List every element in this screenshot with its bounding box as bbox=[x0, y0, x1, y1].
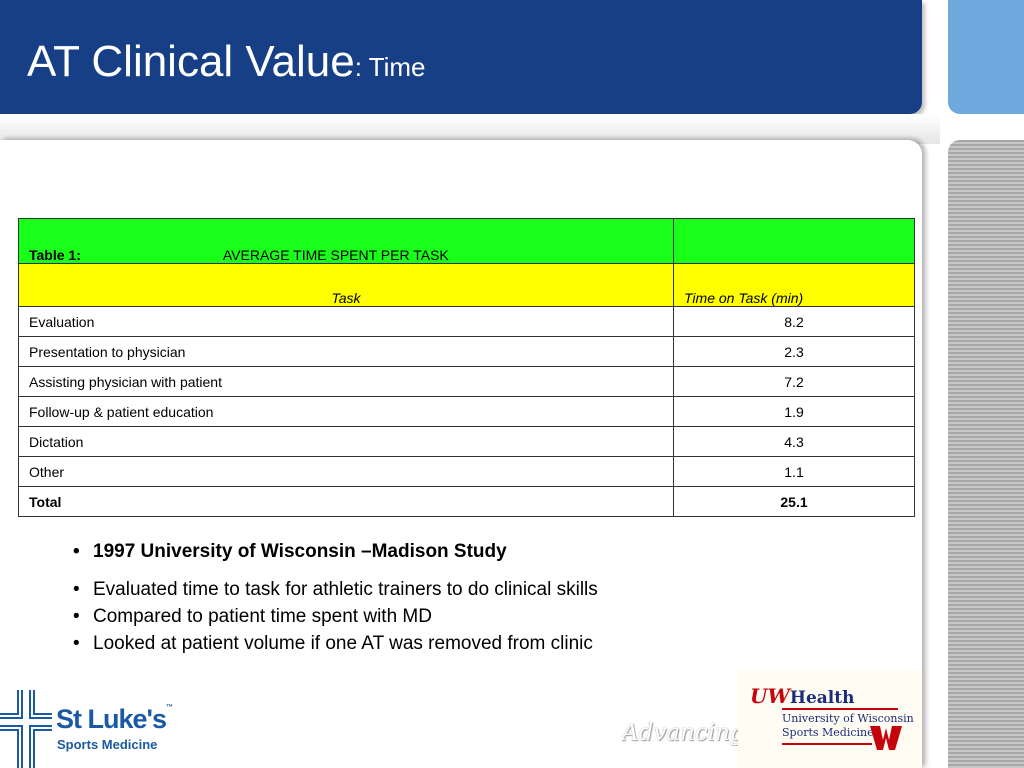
bullet-item: • Compared to patient time spent with MD bbox=[73, 603, 598, 630]
uw-health-text: Health bbox=[789, 688, 855, 708]
time-on-task-table: Table 1: AVERAGE TIME SPENT PER TASK Task… bbox=[18, 218, 915, 517]
cross-icon bbox=[0, 690, 52, 768]
bullet-item: • 1997 University of Wisconsin –Madison S… bbox=[73, 538, 598, 565]
time-cell: 7.2 bbox=[673, 366, 915, 397]
logo-name: St Luke's™ bbox=[56, 704, 173, 735]
column-header-task: Task bbox=[18, 263, 674, 307]
slide-title-sub: : Time bbox=[354, 52, 426, 82]
bullet-text: 1997 University of Wisconsin –Madison St… bbox=[93, 541, 507, 562]
task-cell: Other bbox=[18, 456, 674, 487]
title-bar: AT Clinical Value: Time bbox=[0, 0, 922, 114]
total-label-cell: Total bbox=[18, 486, 674, 517]
task-cell: Dictation bbox=[18, 426, 674, 457]
time-cell: 8.2 bbox=[673, 306, 915, 337]
bullet-icon: • bbox=[73, 633, 80, 654]
bullet-text: Evaluated time to task for athletic trai… bbox=[93, 579, 598, 600]
bullet-text: Looked at patient volume if one AT was r… bbox=[93, 633, 593, 654]
time-cell: 1.9 bbox=[673, 396, 915, 427]
table-title-empty-cell bbox=[673, 218, 915, 264]
time-cell: 4.3 bbox=[673, 426, 915, 457]
task-cell: Assisting physician with patient bbox=[18, 366, 674, 397]
slide-title-main: AT Clinical Value bbox=[27, 37, 355, 86]
bullet-list: • 1997 University of Wisconsin –Madison S… bbox=[73, 538, 598, 657]
uw-health-logo: UWHealth University of Wisconsin Sports … bbox=[738, 670, 922, 768]
header-shadow-band bbox=[0, 114, 940, 144]
uw-mark: UW bbox=[750, 684, 790, 708]
logo-name-text: St Luke's bbox=[56, 704, 167, 734]
task-cell: Follow-up & patient education bbox=[18, 396, 674, 427]
slide-title: AT Clinical Value: Time bbox=[27, 40, 426, 84]
bullet-icon: • bbox=[73, 541, 80, 562]
uw-logo-line2: Sports Medicine bbox=[782, 726, 874, 739]
logo-trademark: ™ bbox=[165, 704, 173, 711]
total-value-cell: 25.1 bbox=[673, 486, 915, 517]
task-cell: Evaluation bbox=[18, 306, 674, 337]
time-cell: 1.1 bbox=[673, 456, 915, 487]
logo-rule bbox=[782, 708, 898, 710]
decorative-striped-tab bbox=[948, 140, 1024, 768]
table-title-cell: Table 1: AVERAGE TIME SPENT PER TASK bbox=[18, 218, 674, 264]
bullet-icon: • bbox=[73, 606, 80, 627]
table-row: Follow-up & patient education 1.9 bbox=[18, 396, 915, 427]
table-title: AVERAGE TIME SPENT PER TASK bbox=[222, 247, 449, 263]
task-cell: Presentation to physician bbox=[18, 336, 674, 367]
column-header-time: Time on Task (min) bbox=[673, 263, 915, 307]
tagline: Advancing w bbox=[622, 720, 742, 746]
motion-w-icon bbox=[870, 726, 902, 750]
st-lukes-logo: St Luke's™ Sports Medicine bbox=[0, 690, 200, 768]
table-row: Assisting physician with patient 7.2 bbox=[18, 366, 915, 397]
uw-logo-line1: University of Wisconsin bbox=[782, 712, 914, 725]
table-row: Evaluation 8.2 bbox=[18, 306, 915, 337]
table-label: Table 1: bbox=[29, 247, 81, 263]
bullet-item: • Looked at patient volume if one AT was … bbox=[73, 630, 598, 657]
logo-subtitle: Sports Medicine bbox=[57, 737, 158, 752]
time-cell: 2.3 bbox=[673, 336, 915, 367]
table-total-row: Total 25.1 bbox=[18, 486, 915, 517]
decorative-tab-top bbox=[948, 0, 1024, 114]
table-header-row: Task Time on Task (min) bbox=[18, 263, 915, 307]
table-row: Dictation 4.3 bbox=[18, 426, 915, 457]
table-row: Other 1.1 bbox=[18, 456, 915, 487]
bullet-icon: • bbox=[73, 579, 80, 600]
uw-health-wordmark: UWHealth bbox=[750, 684, 854, 708]
bullet-text: Compared to patient time spent with MD bbox=[93, 606, 432, 627]
bullet-item: • Evaluated time to task for athletic tra… bbox=[73, 576, 598, 603]
table-title-row: Table 1: AVERAGE TIME SPENT PER TASK bbox=[18, 218, 915, 264]
logo-rule bbox=[782, 743, 872, 745]
table-row: Presentation to physician 2.3 bbox=[18, 336, 915, 367]
